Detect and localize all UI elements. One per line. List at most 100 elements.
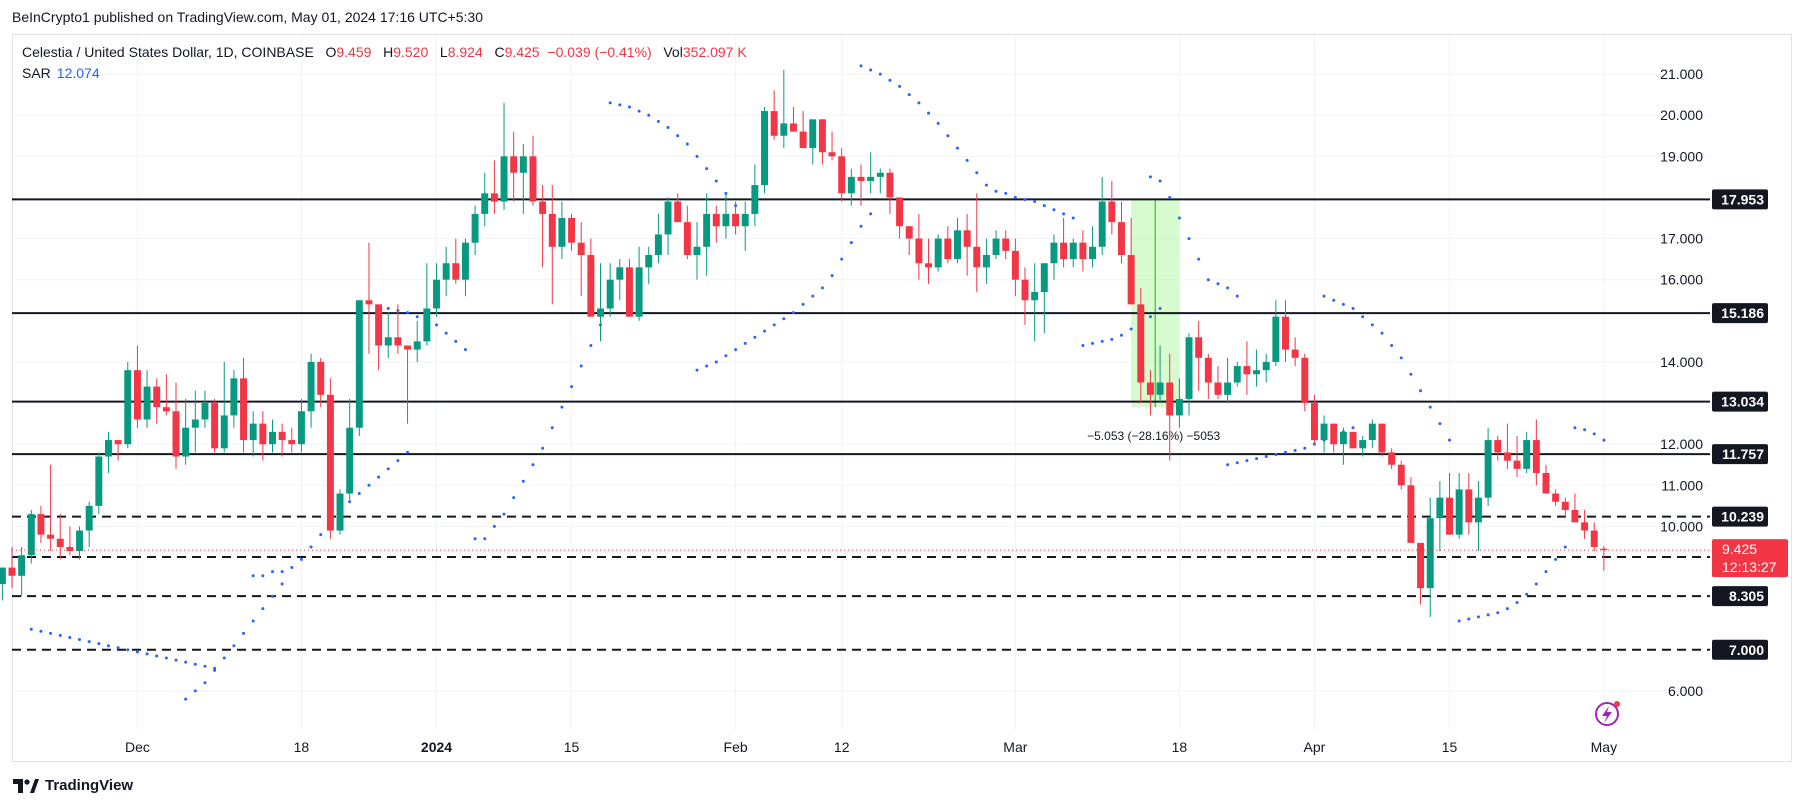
symbol-label[interactable]: Celestia / United States Dollar, 1D, COI…: [22, 44, 314, 60]
sar-legend[interactable]: SAR 12.074: [22, 65, 100, 81]
candle-body: [1397, 464, 1405, 486]
y-tick-label: 21.000: [1660, 66, 1703, 82]
candle-body: [1069, 242, 1077, 260]
sar-dot: [1534, 582, 1538, 586]
sar-dot: [859, 224, 863, 228]
y-tick-label: 10.000: [1660, 518, 1703, 534]
parabolic-sar: [29, 64, 1606, 701]
chart-frame: [12, 34, 1792, 762]
sar-dot: [1148, 175, 1152, 179]
sar-dot: [656, 119, 660, 123]
sar-dot: [608, 101, 612, 105]
sar-dot: [1409, 372, 1413, 376]
sar-dot: [1341, 302, 1345, 306]
candle-body: [1185, 337, 1193, 399]
sar-dot: [1390, 343, 1394, 347]
candle-body: [201, 403, 209, 420]
sar-dot: [685, 142, 689, 146]
sar-dot: [1158, 306, 1162, 310]
sar-dot: [184, 660, 188, 664]
candle-body: [915, 238, 923, 264]
y-tick-label: 6.000: [1668, 683, 1703, 699]
y-tick-label: 16.000: [1660, 272, 1703, 288]
level-label: 13.034: [1721, 394, 1764, 410]
sar-dot: [1332, 298, 1336, 302]
sar-dot: [232, 644, 236, 648]
sar-dot: [1438, 422, 1442, 426]
candle-body: [336, 493, 344, 531]
sar-dot: [1399, 356, 1403, 360]
candle-body: [162, 407, 170, 412]
candle-body: [1301, 357, 1309, 404]
candle-body: [56, 538, 64, 547]
sar-dot: [68, 635, 72, 639]
last-price-box: [1712, 539, 1788, 578]
candle-body: [876, 172, 884, 177]
candle-body: [722, 213, 730, 227]
sar-dot: [1380, 331, 1384, 335]
candle-body: [1359, 440, 1367, 449]
sar-dot: [1013, 195, 1017, 199]
level-label: 17.953: [1721, 191, 1764, 207]
candle-body: [568, 218, 576, 243]
candle-body: [934, 238, 942, 268]
sar-dot: [830, 274, 834, 278]
candle-body: [1417, 542, 1425, 589]
sar-dot: [1264, 455, 1268, 459]
sar-dot: [1226, 463, 1230, 467]
candle-body: [471, 213, 479, 243]
candle-body: [1426, 518, 1434, 589]
candle-body: [1503, 452, 1511, 461]
sar-dot: [261, 574, 265, 578]
candle-body: [645, 255, 653, 268]
sar-dot: [1505, 607, 1509, 611]
candle-body: [1494, 440, 1502, 453]
lightning-icon[interactable]: [1595, 701, 1620, 726]
candle-body: [597, 308, 604, 317]
candle-body: [143, 386, 151, 420]
sar-dot: [1419, 389, 1423, 393]
candle-body: [1571, 509, 1579, 523]
candle-body: [847, 176, 855, 194]
candle-body: [307, 361, 315, 412]
sar-dot: [126, 648, 130, 652]
sar-dot: [29, 627, 33, 631]
sar-dot: [1062, 212, 1066, 216]
candle-body: [375, 304, 383, 346]
tradingview-footer[interactable]: TradingView: [13, 777, 133, 794]
candle-body: [1146, 382, 1154, 395]
candle-body: [191, 419, 199, 428]
candle-body: [1368, 423, 1376, 441]
x-tick-label: 18: [294, 739, 310, 755]
open-value: 9.459: [336, 44, 372, 60]
high-label: H: [383, 44, 394, 60]
candle-body: [1378, 423, 1386, 453]
sar-dot: [772, 323, 776, 327]
sar-dot: [907, 93, 911, 97]
sar-dot: [676, 134, 680, 138]
sar-dot: [1554, 557, 1558, 561]
level-label-box: [1712, 506, 1768, 527]
sar-dot: [1573, 426, 1577, 430]
candle-body: [249, 423, 257, 441]
level-label-box: [1712, 189, 1768, 210]
candle-body: [1050, 242, 1058, 264]
sar-dot: [1284, 450, 1287, 454]
candle-body: [1233, 366, 1241, 383]
candle-body: [838, 156, 846, 194]
level-label-box: [1712, 639, 1768, 660]
candle-body: [1166, 382, 1174, 416]
candle-body: [944, 238, 952, 260]
sar-dot: [463, 348, 467, 352]
candle-body: [635, 267, 643, 317]
sar-dot: [299, 557, 303, 561]
candle-body: [500, 156, 508, 202]
sar-dot: [145, 652, 149, 656]
sar-dot: [1110, 337, 1114, 341]
sar-dot: [1004, 191, 1008, 195]
candle-body: [616, 267, 624, 280]
candle-body: [452, 263, 460, 280]
sar-dot: [106, 644, 110, 648]
candle-body: [751, 185, 759, 214]
